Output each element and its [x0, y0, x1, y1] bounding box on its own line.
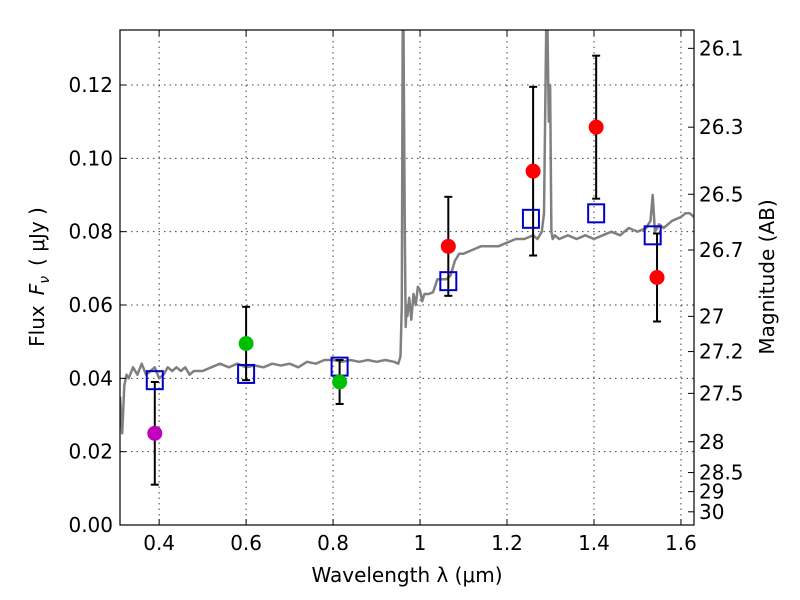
y-axis-label-flux: Flux [25, 305, 49, 347]
y-tick-label: 0.12 [68, 73, 113, 97]
x-tick-label: 0.8 [317, 531, 349, 555]
y2-tick-label: 29 [699, 480, 724, 504]
ticks-layer: 0.4 0.6 0.8 1 1.2 1.4 1.6 0.00 0.02 0.04 0.06 0.08 0… [68, 30, 744, 555]
grid [120, 30, 694, 526]
observed-point [440, 238, 456, 254]
observed-point [649, 270, 665, 285]
x-tick-label: 1 [414, 531, 427, 555]
y2-tick-label: 26.7 [699, 238, 744, 262]
plot-frame [119, 29, 695, 526]
y2-tick-label: 26.1 [699, 36, 744, 60]
y2-tick-label: 27 [699, 304, 724, 328]
model-spectrum-line [120, 30, 694, 435]
observed-point [525, 163, 541, 179]
y-axis-label: Flux Fν ( μJy ) [25, 207, 53, 347]
y-tick-label: 0.02 [68, 440, 113, 464]
model-square-marker [145, 370, 164, 391]
model-square-marker [439, 271, 458, 292]
y2-tick-label: 28.5 [699, 461, 744, 485]
observed-point [238, 336, 254, 351]
y-tick-label: 0.06 [68, 293, 113, 317]
y-tick-label: 0.04 [68, 366, 113, 390]
y-axis-label-symbol: F [25, 283, 49, 295]
model-square-marker [587, 203, 606, 224]
spectrum-layer [120, 30, 694, 435]
x-tick-label: 1.4 [578, 531, 610, 555]
y-tick-label: 0.00 [68, 513, 113, 537]
points-layer [145, 119, 665, 441]
y-tick-label: 0.08 [68, 220, 113, 244]
y2-tick-label: 28 [699, 430, 724, 454]
model-square-marker [643, 225, 662, 246]
y2-tick-label: 26.3 [699, 115, 744, 139]
observed-point [588, 119, 604, 135]
y2-tick-label: 26.5 [699, 182, 744, 206]
y-axis-label-unit: ( μJy ) [25, 207, 49, 266]
y-tick-label: 0.10 [68, 146, 113, 170]
y-axis-label-subscript: ν [37, 276, 53, 284]
x-axis-label: Wavelength λ (μm) [311, 563, 502, 587]
y2-tick-label: 27.2 [699, 340, 744, 364]
x-tick-label: 1.6 [665, 531, 697, 555]
model-square-marker [237, 363, 256, 384]
y2-tick-label: 30 [699, 500, 724, 524]
x-tick-label: 0.4 [143, 531, 175, 555]
x-tick-label: 1.2 [491, 531, 523, 555]
observed-point [147, 425, 163, 441]
x-tick-label: 0.6 [230, 531, 262, 555]
y2-tick-label: 27.5 [699, 381, 744, 405]
observed-point [332, 374, 348, 390]
y2-axis-label: Magnitude (AB) [755, 199, 779, 354]
model-square-marker [521, 208, 540, 229]
